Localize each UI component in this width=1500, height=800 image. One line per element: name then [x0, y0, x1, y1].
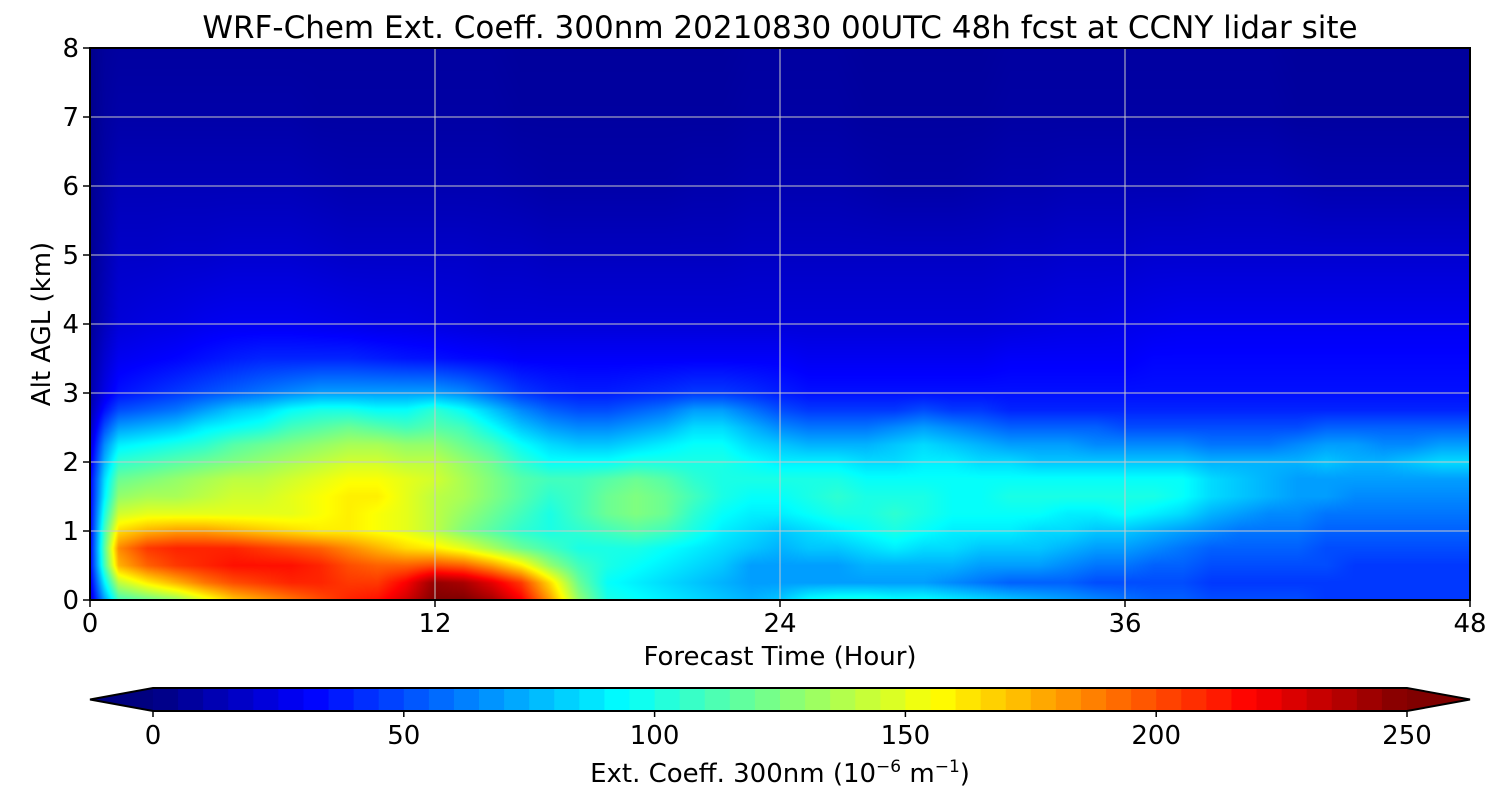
y-tick-label: 7 [62, 103, 79, 133]
colorbar-segment [228, 688, 254, 711]
colorbar-segment [955, 688, 982, 711]
colorbar-segment [278, 688, 305, 711]
colorbar-label-exp2: −1 [935, 757, 960, 777]
colorbar-segment [453, 688, 480, 711]
x-tick-label: 12 [418, 609, 451, 639]
colorbar-segment [1331, 688, 1358, 711]
colorbar-segment [579, 688, 606, 711]
colorbar-segment [1231, 688, 1258, 711]
y-tick-label: 8 [62, 34, 79, 64]
colorbar-segment [1256, 688, 1283, 711]
colorbar-tick-label: 250 [1382, 721, 1432, 751]
colorbar-segment [805, 688, 831, 711]
colorbar-segment [1356, 688, 1383, 711]
y-tick-label: 6 [62, 172, 79, 202]
grid-lines [90, 48, 1470, 600]
colorbar-segment [1055, 688, 1082, 711]
colorbar-segment [1131, 688, 1157, 711]
colorbar-label-mid: m [901, 759, 935, 789]
y-tick-label: 4 [62, 310, 79, 340]
y-tick-label: 2 [62, 448, 79, 478]
colorbar-segment [1005, 688, 1032, 711]
y-tick-label: 0 [62, 586, 79, 616]
x-tick-label: 36 [1108, 609, 1141, 639]
colorbar-segment [378, 688, 405, 711]
colorbar-label-exp1: −6 [876, 757, 901, 777]
colorbar-segment [1030, 688, 1057, 711]
colorbar-tick-label: 100 [630, 721, 680, 751]
x-axis-label: Forecast Time (Hour) [643, 642, 916, 672]
colorbar-tick-label: 200 [1131, 721, 1181, 751]
colorbar-tick-label: 50 [387, 721, 420, 751]
colorbar-segment [729, 688, 756, 711]
colorbar-segment [203, 688, 229, 711]
colorbar-segment [704, 688, 731, 711]
colorbar-segment [780, 688, 806, 711]
colorbar-segment [1181, 688, 1207, 711]
colorbar-tick-label: 150 [881, 721, 931, 751]
colorbar-segment [654, 688, 681, 711]
colorbar-tick-label: 0 [145, 721, 162, 751]
colorbar-segment [980, 688, 1007, 711]
colorbar-segment [880, 688, 906, 711]
y-axis: 0 1 2 3 4 5 6 7 8 [62, 34, 90, 616]
colorbar-segment [504, 688, 530, 711]
colorbar: 0 50 100 150 200 250 [89, 687, 1471, 751]
x-tick-label: 24 [763, 609, 796, 639]
colorbar-segment [1080, 688, 1107, 711]
y-tick-label: 1 [62, 517, 79, 547]
colorbar-segment [1306, 688, 1333, 711]
colorbar-segment [428, 688, 455, 711]
colorbar-segment [1206, 688, 1233, 711]
colorbar-extend-min [90, 688, 153, 711]
colorbar-segment [604, 688, 631, 711]
colorbar-segment [1281, 688, 1308, 711]
colorbar-segment [629, 688, 656, 711]
colorbar-segment [1381, 688, 1408, 711]
colorbar-segment [253, 688, 279, 711]
colorbar-segment [479, 688, 505, 711]
colorbar-label-end: ) [960, 759, 970, 789]
colorbar-segment [178, 688, 204, 711]
colorbar-segment [905, 688, 932, 711]
colorbar-segment [554, 688, 580, 711]
colorbar-segment [830, 688, 856, 711]
x-tick-label: 0 [82, 609, 99, 639]
y-tick-label: 5 [62, 241, 79, 271]
colorbar-extend-max [1407, 688, 1470, 711]
x-axis: 0 12 24 36 48 [82, 600, 1487, 639]
colorbar-segment [930, 688, 957, 711]
chart-title: WRF-Chem Ext. Coeff. 300nm 20210830 00UT… [202, 10, 1357, 46]
y-tick-label: 3 [62, 379, 79, 409]
x-tick-label: 48 [1453, 609, 1486, 639]
colorbar-segment [1106, 688, 1132, 711]
colorbar-segment [754, 688, 781, 711]
colorbar-segment [403, 688, 430, 711]
colorbar-segment [679, 688, 706, 711]
colorbar-segment [353, 688, 380, 711]
colorbar-label: Ext. Coeff. 300nm (10−6 m−1) [590, 757, 970, 789]
colorbar-segment [855, 688, 881, 711]
colorbar-segment [529, 688, 555, 711]
colorbar-segment [153, 688, 179, 711]
colorbar-segment [1156, 688, 1182, 711]
colorbar-segment [303, 688, 330, 711]
colorbar-segment [328, 688, 355, 711]
y-axis-label: Alt AGL (km) [27, 242, 57, 406]
colorbar-label-main: Ext. Coeff. 300nm (10 [590, 759, 876, 789]
